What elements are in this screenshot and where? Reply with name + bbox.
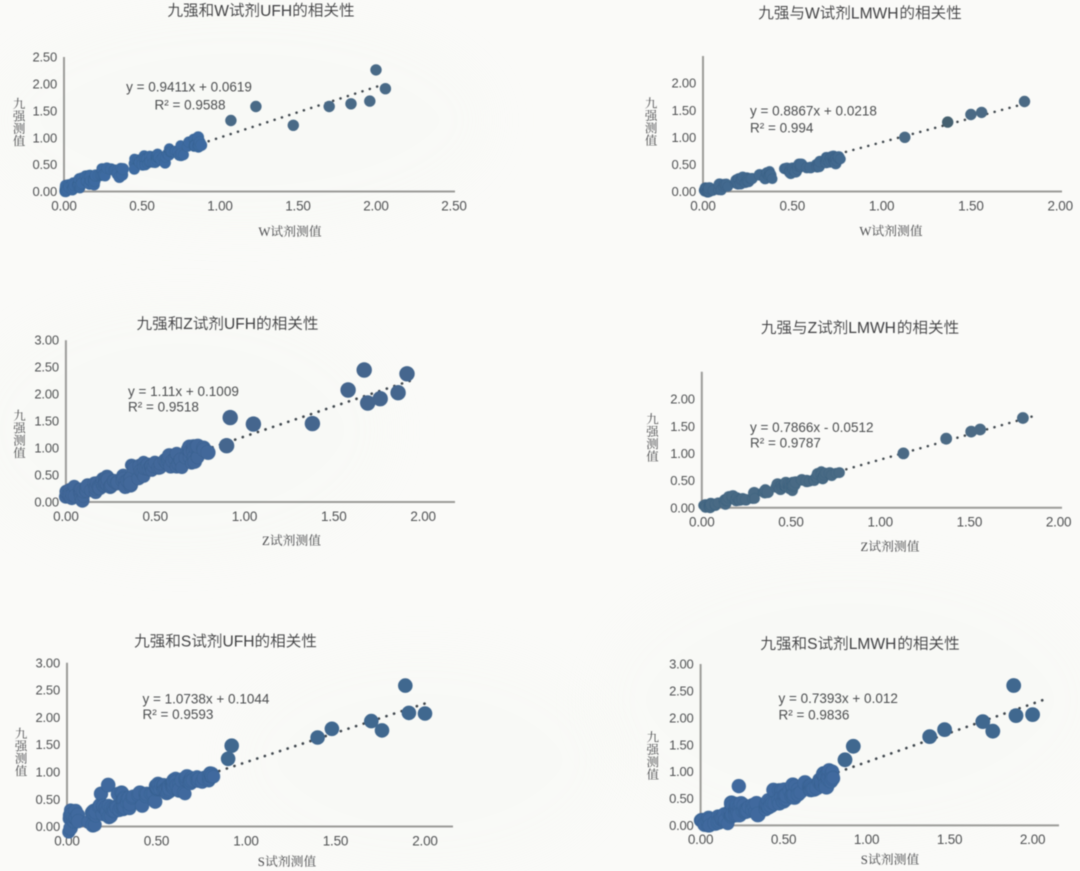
svg-text:UFH: UFH	[223, 634, 255, 651]
svg-text:0.50: 0.50	[670, 473, 695, 488]
svg-text:Z: Z	[861, 540, 869, 554]
svg-text:0.00: 0.00	[53, 509, 78, 524]
svg-text:Z: Z	[262, 534, 270, 548]
svg-text:W: W	[805, 5, 820, 22]
svg-text:2.00: 2.00	[1020, 832, 1045, 847]
svg-text:UFH: UFH	[260, 3, 292, 20]
svg-text:2.00: 2.00	[32, 77, 57, 92]
svg-text:W: W	[214, 3, 229, 20]
svg-text:0.50: 0.50	[129, 198, 154, 213]
svg-text:1.50: 1.50	[34, 414, 59, 429]
svg-text:0.00: 0.00	[688, 832, 713, 847]
svg-text:0.00: 0.00	[51, 198, 76, 213]
svg-text:0.00: 0.00	[669, 818, 694, 833]
svg-text:S: S	[181, 634, 191, 651]
svg-text:1.50: 1.50	[957, 515, 982, 530]
svg-text:0.00: 0.00	[670, 500, 695, 515]
svg-text:1.50: 1.50	[32, 103, 57, 118]
svg-text:3.00: 3.00	[669, 657, 694, 672]
svg-text:S: S	[258, 855, 265, 869]
svg-text:0.50: 0.50	[34, 468, 59, 483]
svg-text:1.00: 1.00	[32, 130, 57, 145]
svg-text:2.00: 2.00	[35, 710, 60, 725]
svg-text:1.50: 1.50	[671, 103, 696, 118]
svg-text:2.00: 2.00	[1046, 515, 1071, 530]
svg-text:2.50: 2.50	[32, 50, 57, 65]
svg-text:3.00: 3.00	[35, 655, 60, 670]
svg-text:1.50: 1.50	[670, 419, 695, 434]
svg-text:1.50: 1.50	[958, 198, 983, 213]
svg-text:1.00: 1.00	[671, 130, 696, 145]
svg-text:0.00: 0.00	[671, 184, 696, 199]
svg-text:1.50: 1.50	[285, 198, 310, 213]
svg-text:1.00: 1.00	[869, 198, 894, 213]
svg-text:1.00: 1.00	[233, 833, 258, 848]
svg-text:1.00: 1.00	[669, 764, 694, 779]
svg-text:R² = 0.9588: R² = 0.9588	[155, 97, 226, 112]
svg-text:2.00: 2.00	[412, 833, 437, 848]
svg-text:1.00: 1.00	[670, 446, 695, 461]
svg-text:0.00: 0.00	[35, 819, 60, 834]
svg-text:0.50: 0.50	[780, 198, 805, 213]
svg-text:y = 1.0738x + 0.1044: y = 1.0738x + 0.1044	[143, 691, 270, 706]
svg-text:2.50: 2.50	[669, 684, 694, 699]
svg-text:0.50: 0.50	[669, 791, 694, 806]
svg-text:LMWH: LMWH	[849, 636, 897, 653]
svg-text:R² = 0.9518: R² = 0.9518	[128, 400, 199, 415]
svg-text:R² = 0.9836: R² = 0.9836	[779, 708, 850, 723]
svg-text:1.50: 1.50	[35, 737, 60, 752]
svg-text:1.50: 1.50	[669, 737, 694, 752]
svg-text:S: S	[807, 636, 817, 653]
svg-text:y = 1.11x + 0.1009: y = 1.11x + 0.1009	[128, 384, 239, 399]
svg-text:2.00: 2.00	[669, 710, 694, 725]
svg-text:UFH: UFH	[224, 316, 256, 333]
svg-text:2.00: 2.00	[34, 386, 59, 401]
svg-text:y = 0.7866x - 0.0512: y = 0.7866x - 0.0512	[750, 420, 873, 435]
svg-text:y = 0.9411x + 0.0619: y = 0.9411x + 0.0619	[126, 79, 252, 94]
svg-text:S: S	[861, 853, 868, 867]
svg-text:y = 0.7393x + 0.012: y = 0.7393x + 0.012	[779, 691, 898, 706]
svg-text:0.00: 0.00	[689, 515, 714, 530]
svg-text:0.00: 0.00	[34, 495, 59, 510]
svg-text:1.50: 1.50	[321, 509, 346, 524]
svg-text:0.50: 0.50	[32, 157, 57, 172]
svg-text:W: W	[859, 224, 872, 238]
svg-text:3.00: 3.00	[34, 332, 59, 347]
svg-text:Z: Z	[808, 320, 818, 337]
svg-text:R² = 0.9787: R² = 0.9787	[750, 435, 821, 450]
svg-text:2.50: 2.50	[35, 683, 60, 698]
svg-text:2.00: 2.00	[410, 509, 435, 524]
svg-text:1.00: 1.00	[207, 198, 232, 213]
svg-text:0.00: 0.00	[32, 184, 57, 199]
svg-text:2.50: 2.50	[441, 198, 466, 213]
svg-text:1.50: 1.50	[323, 833, 348, 848]
svg-text:y = 0.8867x + 0.0218: y = 0.8867x + 0.0218	[750, 104, 877, 119]
svg-text:1.00: 1.00	[867, 515, 892, 530]
svg-text:0.50: 0.50	[771, 832, 796, 847]
svg-text:2.50: 2.50	[34, 359, 59, 374]
svg-text:1.50: 1.50	[937, 832, 962, 847]
svg-text:0.50: 0.50	[142, 509, 167, 524]
svg-text:2.00: 2.00	[1047, 198, 1072, 213]
svg-text:2.00: 2.00	[671, 76, 696, 91]
svg-text:0.50: 0.50	[778, 515, 803, 530]
svg-text:0.50: 0.50	[671, 157, 696, 172]
svg-text:1.00: 1.00	[34, 441, 59, 456]
svg-text:1.00: 1.00	[854, 832, 879, 847]
svg-text:2.00: 2.00	[670, 392, 695, 407]
svg-text:0.00: 0.00	[690, 198, 715, 213]
svg-text:R² = 0.994: R² = 0.994	[750, 120, 814, 135]
svg-text:0.50: 0.50	[144, 833, 169, 848]
svg-text:0.50: 0.50	[35, 792, 60, 807]
svg-text:1.00: 1.00	[232, 509, 257, 524]
svg-text:2.00: 2.00	[363, 198, 388, 213]
svg-text:LMWH: LMWH	[851, 5, 899, 22]
svg-text:R² = 0.9593: R² = 0.9593	[143, 707, 214, 722]
svg-text:1.00: 1.00	[35, 765, 60, 780]
svg-text:Z: Z	[183, 316, 193, 333]
svg-text:W: W	[258, 225, 271, 239]
svg-text:LMWH: LMWH	[848, 320, 896, 337]
